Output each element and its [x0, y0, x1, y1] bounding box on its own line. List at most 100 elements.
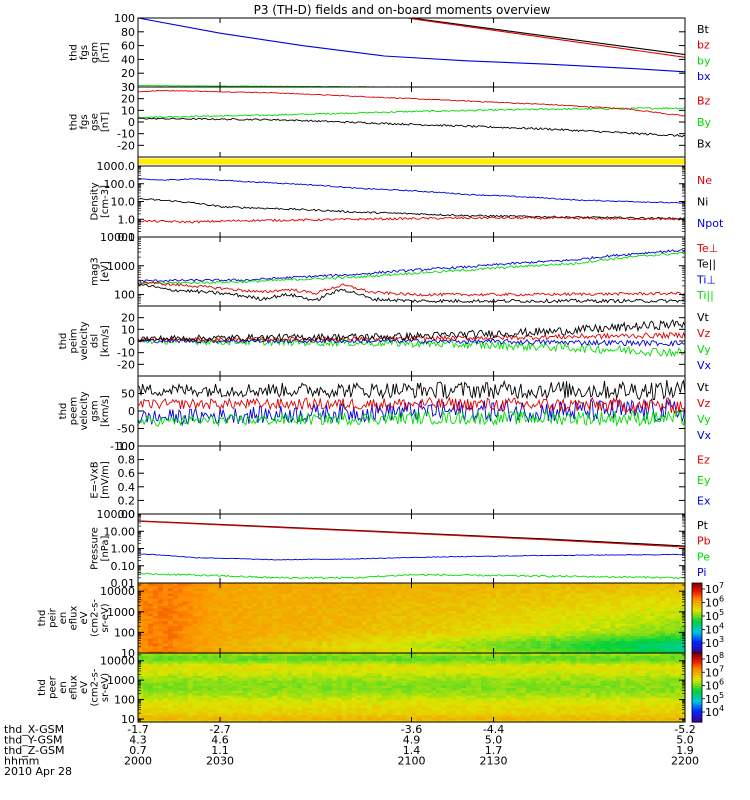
spectrogram-cell [381, 595, 388, 599]
spectrogram-cell [396, 628, 403, 632]
spectrogram-cell [297, 707, 303, 711]
spectrogram-cell [600, 598, 607, 602]
spectrogram-cell [336, 595, 343, 599]
spectrogram-cell [441, 648, 447, 652]
spectrogram-cell [351, 588, 358, 592]
spectrogram-cell [396, 712, 403, 716]
spectrogram-cell [615, 697, 621, 701]
spectrogram-cell [317, 648, 323, 652]
spectrogram-cell [441, 588, 447, 592]
spectrogram-cell [680, 620, 686, 624]
spectrogram-cell [172, 628, 179, 632]
spectrogram-cell [481, 692, 487, 696]
spectrogram-cell [287, 650, 293, 654]
spectrogram-cell [510, 712, 517, 716]
spectrogram-cell [670, 628, 676, 632]
spectrogram-cell [496, 719, 502, 723]
spectrogram-cell [650, 712, 656, 716]
spectrogram-cell [371, 719, 378, 723]
spectrogram-cell [371, 699, 378, 703]
spectrogram-cell [670, 704, 676, 708]
spectrogram-cell [585, 633, 592, 637]
y-axis-label: velocity [79, 321, 90, 360]
spectrogram-cell [615, 643, 621, 647]
spectrogram-cell [595, 628, 602, 632]
spectrogram-cell [277, 707, 283, 711]
spectrogram-cell [182, 640, 189, 644]
spectrogram-cell [192, 598, 199, 602]
spectrogram-cell [451, 600, 457, 604]
spectrogram-cell [680, 707, 686, 711]
spectrogram-cell [371, 645, 378, 649]
spectrogram-cell [615, 625, 621, 629]
y-tick-label: 0.6 [118, 467, 136, 480]
spectrogram-cell [217, 595, 224, 599]
spectrogram-cell [580, 603, 587, 607]
spectrogram-cell [277, 625, 283, 629]
spectrogram-cell [520, 620, 527, 624]
spectrogram-cell [615, 717, 621, 721]
spectrogram-cell [361, 595, 368, 599]
spectrogram-cell [580, 608, 587, 612]
spectrogram-cell [321, 645, 328, 649]
spectrogram-cell [675, 618, 681, 622]
spectrogram-cell [401, 610, 408, 614]
spectrogram-cell [391, 650, 398, 654]
spectrogram-cell [471, 707, 477, 711]
spectrogram-cell [446, 585, 452, 589]
spectrogram-cell [227, 650, 234, 654]
spectrogram-cell [680, 640, 686, 644]
spectrogram-cell [635, 694, 641, 698]
spectrogram-cell [247, 585, 253, 589]
spectrogram-cell [545, 630, 552, 634]
colorbar-segment [692, 598, 702, 602]
spectrogram-cell [366, 598, 373, 602]
spectrogram-cell [157, 593, 164, 597]
spectrogram-cell [486, 613, 492, 617]
spectrogram-cell [650, 588, 656, 592]
spectrogram-cell [496, 633, 502, 637]
spectrogram-cell [351, 623, 358, 627]
spectrogram-cell [222, 623, 229, 627]
spectrogram-cell [272, 704, 278, 708]
spectrogram-cell [172, 618, 179, 622]
y-axis-label: [mV/m] [100, 461, 111, 499]
spectrogram-cell [406, 628, 413, 632]
spectrogram-cell [530, 704, 537, 708]
spectrogram-cell [232, 719, 239, 723]
spectrogram-cell [167, 603, 174, 607]
spectrogram-cell [182, 704, 189, 708]
spectrogram-cell [416, 640, 423, 644]
spectrogram-cell [227, 588, 234, 592]
spectrogram-cell [331, 585, 338, 589]
spectrogram-cell [138, 650, 144, 654]
spectrogram-cell [356, 620, 363, 624]
spectrogram-cell [560, 613, 567, 617]
spectrogram-cell [252, 704, 258, 708]
spectrogram-cell [431, 697, 437, 701]
spectrogram-cell [197, 603, 204, 607]
spectrogram-cell [535, 650, 542, 654]
spectrogram-cell [650, 630, 656, 634]
spectrogram-cell [486, 692, 492, 696]
spectrogram-cell [471, 638, 477, 642]
legend-entry: Ez [697, 453, 710, 466]
spectrogram-cell [187, 613, 194, 617]
spectrogram-cell [605, 590, 612, 594]
spectrogram-cell [476, 590, 482, 594]
spectrogram-cell [287, 625, 293, 629]
spectrogram-cell [227, 585, 234, 589]
spectrogram-cell [525, 628, 532, 632]
spectrogram-cell [297, 697, 303, 701]
spectrogram-cell [257, 625, 263, 629]
spectrogram-cell [326, 638, 333, 642]
spectrogram-cell [650, 605, 656, 609]
spectrogram-cell [307, 638, 313, 642]
spectrogram-cell [272, 707, 278, 711]
spectrogram-cell [287, 707, 293, 711]
spectrogram-cell [232, 638, 239, 642]
spectrogram-cell [471, 625, 477, 629]
spectrogram-cell [232, 623, 239, 627]
y-tick-label: 40 [121, 53, 135, 66]
colorbar-segment [692, 637, 702, 640]
